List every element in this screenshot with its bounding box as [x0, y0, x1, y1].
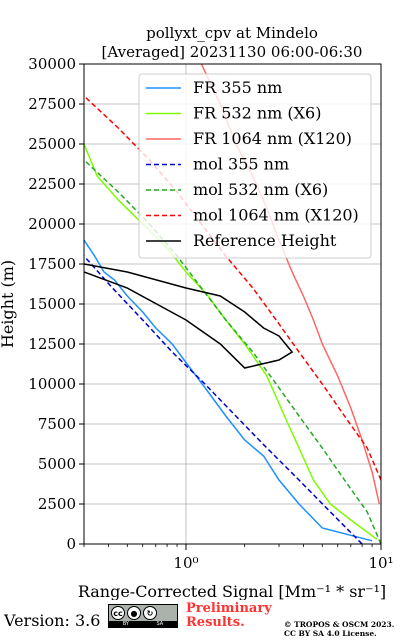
x-axis-label: Range-Corrected Signal [Mm⁻¹ * sr⁻¹] — [78, 582, 386, 600]
y-tick-label: 2500 — [38, 495, 76, 513]
preliminary-line-1: Preliminary — [186, 601, 272, 616]
legend-entry: FR 355 nm — [193, 78, 282, 97]
y-tick-label: 7500 — [38, 415, 76, 433]
y-tick-label: 0 — [66, 535, 76, 553]
y-tick-label: 15000 — [28, 295, 76, 313]
legend-entry: FR 1064 nm (X120) — [193, 129, 352, 148]
ticks: 0 2500 5000 7500 10000 12500 15000 17500 20000 22… — [28, 55, 393, 572]
chart-subtitle: [Averaged] 20231130 06:00-06:30 — [102, 43, 363, 61]
by-attribution-icon: ● — [127, 606, 141, 620]
series-group — [84, 64, 381, 544]
x-tick-label: 10¹ — [368, 554, 393, 572]
chart-title: pollyxt_cpv at Mindelo — [146, 24, 318, 42]
y-axis-label: Height (m) — [0, 260, 17, 348]
y-tick-label: 5000 — [38, 455, 76, 473]
legend-box — [138, 73, 372, 259]
y-tick-label: 17500 — [28, 255, 76, 273]
y-tick-label: 25000 — [28, 135, 76, 153]
series-fr-355-nm-line — [84, 239, 373, 542]
version-label: Version: 3.6 — [4, 611, 101, 630]
share-alike-icon: ↻ — [143, 606, 157, 620]
cc-icon: cc — [111, 606, 125, 620]
y-tick-label: 27500 — [28, 95, 76, 113]
badge-by-label: BY — [122, 621, 129, 627]
y-tick-label: 20000 — [28, 215, 76, 233]
legend-entry: mol 1064 nm (X120) — [193, 206, 359, 225]
series-layer — [84, 64, 381, 544]
y-tick-label: 12500 — [28, 335, 76, 353]
series-reference-height-line — [84, 263, 294, 369]
legend-entry: mol 532 nm (X6) — [193, 180, 328, 199]
legend-entry: mol 355 nm — [193, 155, 289, 174]
chart: pollyxt_cpv at Mindelo [Averaged] 202311… — [0, 24, 394, 600]
cc-license-badge[interactable]: cc ● ↻ BY SA — [108, 604, 178, 628]
legend-entry: Reference Height — [193, 231, 337, 250]
legend: FR 355 nm FR 532 nm (X6) FR 1064 nm (X120)… — [138, 73, 372, 259]
badge-sa-label: SA — [156, 621, 164, 627]
preliminary-line-2: Results. — [186, 615, 245, 630]
y-tick-label: 30000 — [28, 55, 76, 73]
footer: Version: 3.6 cc ● ↻ BY SA Preliminary Re… — [0, 600, 400, 640]
y-tick-label: 22500 — [28, 175, 76, 193]
copyright-line-2: CC BY SA 4.0 License. — [284, 629, 377, 638]
series-mol-355-nm-line — [84, 255, 363, 544]
x-tick-label: 10⁰ — [173, 554, 198, 572]
legend-entry: FR 532 nm (X6) — [193, 104, 321, 123]
y-tick-label: 10000 — [28, 375, 76, 393]
copyright-line-1: © TROPOS & OSCM 2023. — [284, 620, 395, 629]
preliminary-results-note: Preliminary Results. — [186, 602, 272, 630]
copyright-note: © TROPOS & OSCM 2023. CC BY SA 4.0 Licen… — [284, 620, 394, 638]
